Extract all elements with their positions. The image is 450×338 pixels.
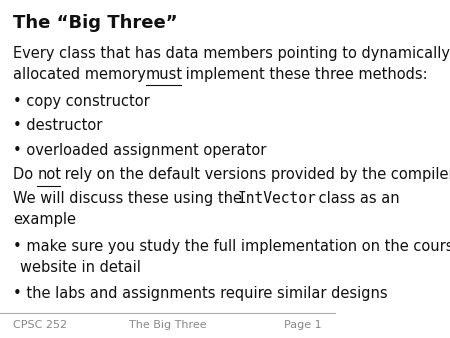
Text: • the labs and assignments require similar designs: • the labs and assignments require simil…: [14, 286, 388, 301]
Text: rely on the default versions provided by the compiler!: rely on the default versions provided by…: [60, 167, 450, 183]
Text: implement these three methods:: implement these three methods:: [181, 67, 428, 82]
Text: • destructor: • destructor: [14, 118, 103, 133]
Text: must: must: [146, 67, 183, 82]
Text: Page 1: Page 1: [284, 319, 322, 330]
Text: We will discuss these using the: We will discuss these using the: [14, 191, 247, 206]
Text: allocated memory: allocated memory: [14, 67, 151, 82]
Text: The Big Three: The Big Three: [129, 319, 207, 330]
Text: class as an: class as an: [314, 191, 399, 206]
Text: CPSC 252: CPSC 252: [14, 319, 68, 330]
Text: Do: Do: [14, 167, 38, 183]
Text: Every class that has data members pointing to dynamically: Every class that has data members pointi…: [14, 46, 450, 61]
Text: example: example: [14, 212, 76, 227]
Text: not: not: [37, 167, 61, 183]
Text: • overloaded assignment operator: • overloaded assignment operator: [14, 143, 267, 158]
Text: IntVector: IntVector: [238, 191, 317, 206]
Text: • copy constructor: • copy constructor: [14, 94, 150, 108]
Text: • make sure you study the full implementation on the course: • make sure you study the full implement…: [14, 239, 450, 254]
Text: The “Big Three”: The “Big Three”: [14, 14, 178, 31]
Text: website in detail: website in detail: [20, 260, 141, 275]
